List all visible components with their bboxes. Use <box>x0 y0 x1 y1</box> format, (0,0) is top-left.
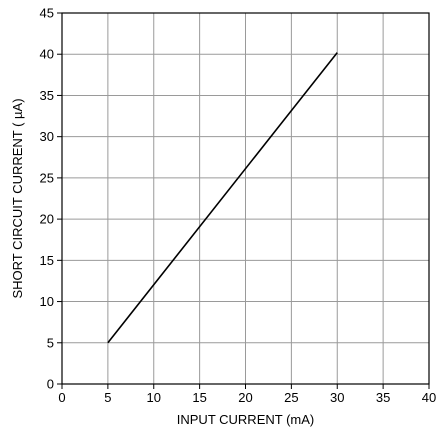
x-tick-label: 20 <box>238 390 252 405</box>
y-tick-label: 45 <box>40 6 54 21</box>
x-tick-label: 0 <box>58 390 65 405</box>
y-tick-label: 15 <box>40 253 54 268</box>
x-tick-label: 40 <box>422 390 436 405</box>
x-axis-ticks: 0 5 10 15 20 25 30 35 40 <box>58 384 436 405</box>
y-tick-label: 0 <box>47 377 54 392</box>
x-tick-label: 30 <box>330 390 344 405</box>
y-axis-ticks: 0 5 10 15 20 25 30 35 40 45 <box>40 6 62 392</box>
series-line <box>107 52 338 344</box>
x-tick-label: 25 <box>284 390 298 405</box>
y-tick-label: 20 <box>40 212 54 227</box>
x-tick-label: 5 <box>104 390 111 405</box>
y-tick-label: 40 <box>40 47 54 62</box>
y-tick-label: 35 <box>40 88 54 103</box>
x-tick-label: 10 <box>147 390 161 405</box>
y-tick-label: 30 <box>40 129 54 144</box>
x-tick-label: 35 <box>376 390 390 405</box>
series-layer <box>107 52 338 344</box>
y-tick-label: 25 <box>40 170 54 185</box>
grid <box>62 13 429 384</box>
x-tick-label: 15 <box>192 390 206 405</box>
x-axis-title: INPUT CURRENT (mA) <box>177 412 314 427</box>
y-tick-label: 5 <box>47 335 54 350</box>
y-tick-label: 10 <box>40 294 54 309</box>
y-axis-title: SHORT CIRCUIT CURRENT ( µA) <box>10 98 25 298</box>
